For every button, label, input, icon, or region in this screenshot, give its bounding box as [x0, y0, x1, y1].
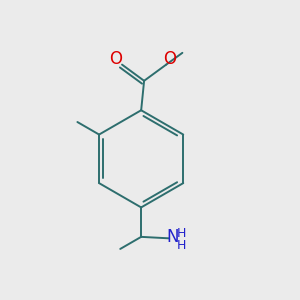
Text: O: O — [163, 50, 176, 68]
Text: N: N — [167, 228, 179, 246]
Text: O: O — [109, 50, 122, 68]
Text: H: H — [177, 227, 186, 240]
Text: H: H — [177, 239, 186, 252]
